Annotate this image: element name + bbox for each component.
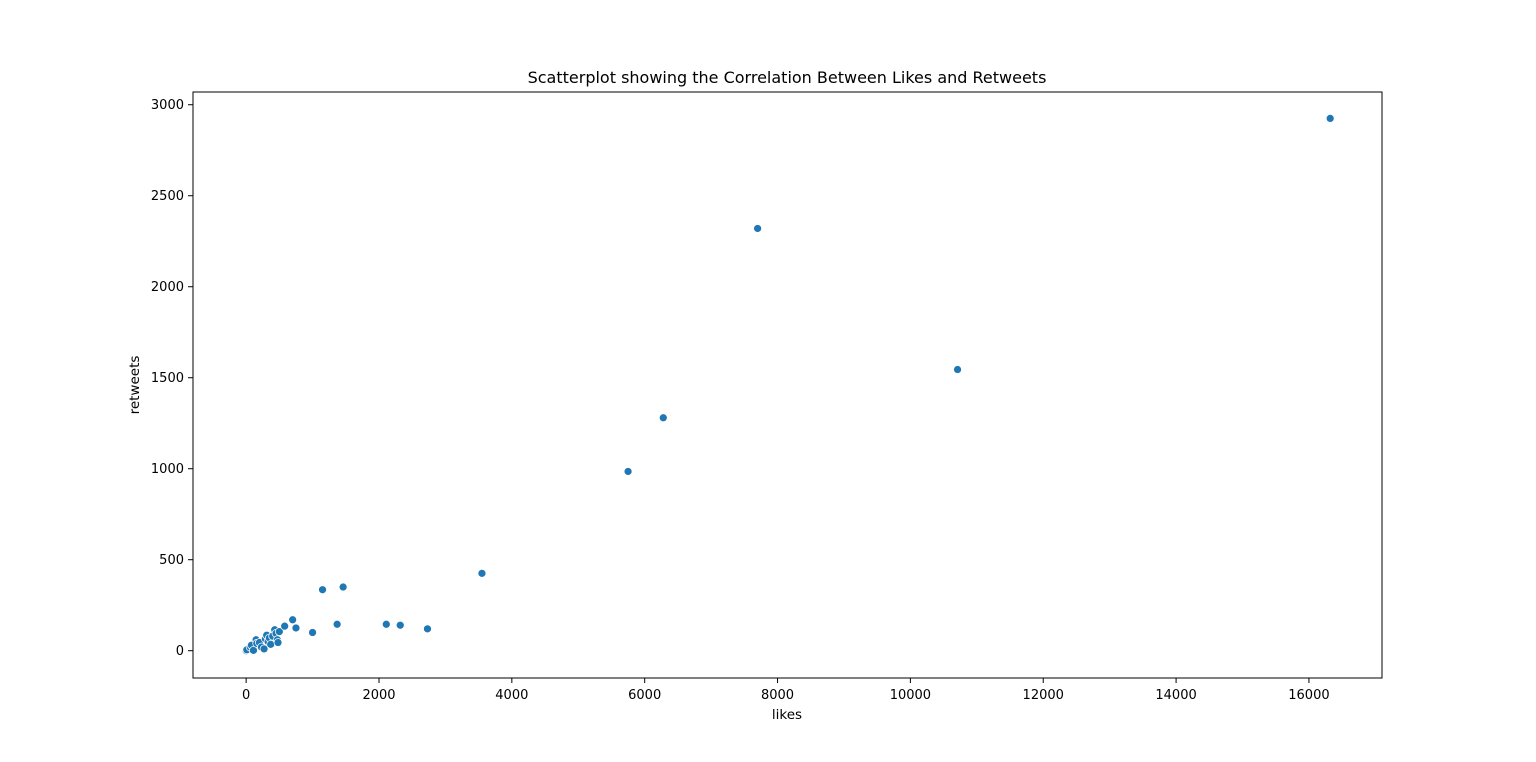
data-points [241, 114, 1335, 656]
data-point [318, 585, 327, 595]
x-tick-label: 10000 [890, 688, 931, 703]
data-point [291, 623, 301, 633]
x-tick-label: 14000 [1155, 688, 1196, 703]
x-tick-label: 4000 [495, 688, 528, 703]
y-tick-label: 1500 [151, 371, 184, 386]
data-point [658, 413, 668, 423]
data-point [338, 582, 348, 592]
y-tick-label: 1000 [151, 462, 184, 477]
chart-title: Scatterplot showing the Correlation Betw… [528, 68, 1047, 87]
data-point [423, 624, 432, 634]
y-tick-label: 2000 [151, 280, 184, 295]
y-tick-label: 0 [176, 644, 184, 659]
y-tick-label: 2500 [151, 189, 184, 204]
data-point [280, 621, 290, 631]
data-point [288, 615, 298, 625]
x-tick-label: 0 [242, 688, 250, 703]
data-point [623, 467, 633, 476]
x-axis-ticks: 0 2000 4000 6000 8000 10000 12000 14000 16000 [242, 678, 1330, 703]
data-point [332, 619, 342, 629]
data-point [274, 627, 284, 636]
data-point [308, 628, 317, 637]
x-tick-label: 2000 [362, 688, 395, 703]
data-point [259, 644, 269, 654]
x-tick-label: 6000 [628, 688, 661, 703]
x-tick-label: 8000 [761, 688, 794, 703]
x-tick-label: 12000 [1023, 688, 1064, 703]
data-point [395, 620, 405, 630]
data-point [249, 645, 258, 655]
data-point [1325, 114, 1335, 123]
plot-frame [192, 91, 1383, 679]
y-axis-label: retweets [127, 356, 143, 415]
x-tick-label: 16000 [1288, 688, 1329, 703]
data-point [273, 638, 283, 647]
x-axis-label: likes [772, 707, 802, 723]
data-point [477, 568, 487, 578]
y-tick-label: 500 [159, 553, 184, 568]
y-axis-ticks: 0 500 1000 1500 2000 2500 3000 [151, 98, 193, 659]
data-point [381, 619, 391, 629]
data-point [953, 365, 962, 374]
y-tick-label: 3000 [151, 98, 184, 113]
data-point [753, 224, 762, 233]
